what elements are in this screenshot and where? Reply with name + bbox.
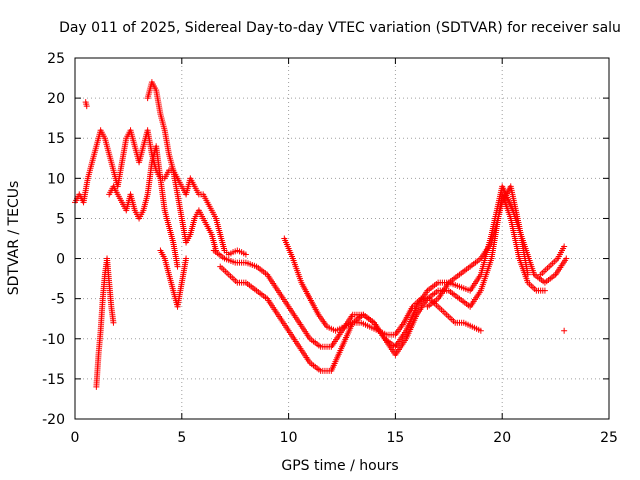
x-tick-label: 10 — [280, 430, 298, 446]
y-tick-label: 10 — [47, 171, 65, 187]
data-point — [477, 327, 484, 334]
data-point — [183, 255, 190, 262]
data-point — [563, 255, 570, 262]
y-tick-label: 0 — [56, 252, 65, 268]
x-tick-label: 15 — [386, 430, 404, 446]
y-tick-label: 5 — [56, 211, 65, 227]
data-points — [72, 79, 570, 390]
x-tick-label: 5 — [177, 430, 186, 446]
y-tick-label: -20 — [42, 412, 65, 428]
x-tick-label: 20 — [493, 430, 511, 446]
y-tick-label: -15 — [42, 372, 65, 388]
y-tick-label: 25 — [47, 51, 65, 67]
x-axis-label: GPS time / hours — [281, 458, 398, 474]
data-point — [174, 263, 181, 270]
data-point — [242, 251, 249, 258]
data-point — [83, 103, 90, 110]
y-axis-label: SDTVAR / TECUs — [6, 181, 22, 296]
plot-frame — [74, 57, 610, 420]
y-tick-label: -10 — [42, 332, 65, 348]
y-tick-label: 15 — [47, 131, 65, 147]
x-tick-label: 25 — [600, 430, 618, 446]
y-tick-label: -5 — [51, 292, 65, 308]
axis-ticks: 0 5 10 15 20 25 -20 -15 -10 -5 0 5 10 15 20 25 — [42, 51, 618, 446]
x-tick-label: 0 — [71, 430, 80, 446]
data-point — [561, 243, 568, 250]
chart-title: Day 011 of 2025, Sidereal Day-to-day VTE… — [59, 20, 621, 36]
data-point — [524, 271, 531, 278]
data-point — [561, 327, 568, 334]
grid — [75, 58, 609, 419]
data-point — [541, 287, 548, 294]
data-point — [110, 319, 117, 326]
y-tick-label: 20 — [47, 91, 65, 107]
